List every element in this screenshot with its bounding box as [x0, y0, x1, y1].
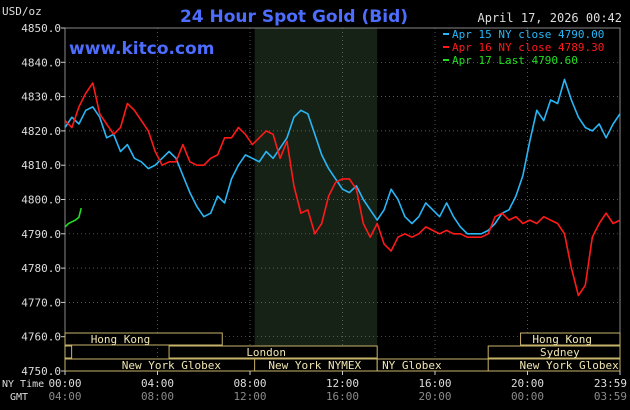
legend-entry: Apr 17 Last 4790.60: [452, 54, 578, 67]
gmt-tick: 12:00: [233, 390, 266, 403]
legend-entry: Apr 15 NY close 4790.00: [452, 28, 604, 41]
session-box: [64, 345, 73, 359]
session-label: Hong Kong: [91, 333, 151, 346]
series-line-2: [64, 207, 82, 228]
session-box: [520, 332, 621, 346]
session-box: [487, 358, 621, 372]
y-tick-label: 4820.0: [21, 125, 61, 138]
ny-time-tick: 20:00: [511, 377, 544, 390]
y-tick-label: 4760.0: [21, 331, 61, 344]
series-line-1: [64, 82, 621, 297]
y-tick-label: 4750.0: [21, 365, 61, 378]
y-tick-label: 4840.0: [21, 56, 61, 69]
gmt-label: GMT: [10, 392, 28, 403]
x-axis: NY TimeGMT00:0004:0004:0008:0008:0012:00…: [2, 371, 627, 403]
nymex-session-shade: [254, 28, 378, 371]
ny-time-tick: 08:00: [233, 377, 266, 390]
watermark: www.kitco.com: [69, 39, 214, 59]
y-tick-label: 4850.0: [21, 22, 61, 35]
ny-time-tick: 12:00: [326, 377, 359, 390]
gmt-tick: 03:59: [594, 390, 627, 403]
y-axis-unit-label: USD/oz: [2, 5, 42, 18]
session-box: [487, 345, 621, 359]
gmt-tick: 00:00: [511, 390, 544, 403]
session-label: Hong Kong: [532, 333, 592, 346]
gmt-tick: 08:00: [141, 390, 174, 403]
session-label: London: [246, 346, 286, 359]
legend-entry: Apr 16 NY close 4789.30: [452, 41, 604, 54]
ny-time-tick: 23:59: [594, 377, 627, 390]
ny-time-label: NY Time: [2, 379, 44, 390]
session-label: New York Globex: [519, 359, 619, 372]
market-sessions: Hong Kong London New York Globex New York N…: [64, 332, 621, 372]
session-box: [64, 332, 223, 346]
gmt-tick: 20:00: [418, 390, 451, 403]
session-label: New York Globex: [122, 359, 222, 372]
y-tick-label: 4830.0: [21, 91, 61, 104]
chart-title: 24 Hour Spot Gold (Bid): [180, 7, 408, 27]
price-series: [64, 78, 621, 297]
y-tick-label: 4770.0: [21, 296, 61, 309]
y-tick-label: 4780.0: [21, 262, 61, 275]
ny-time-tick: 16:00: [418, 377, 451, 390]
session-label: New York NYMEX: [268, 359, 361, 372]
session-label: NY Globex: [382, 359, 442, 372]
y-tick-label: 4800.0: [21, 194, 61, 207]
y-axis-ticks: 4850.0 4840.0 4830.0 4820.0 4810.0 4800.0 4790…: [21, 22, 65, 378]
series-line-0: [64, 78, 621, 235]
gmt-tick: 16:00: [326, 390, 359, 403]
gmt-tick: 04:00: [48, 390, 81, 403]
session-box: [168, 345, 378, 359]
y-tick-label: 4790.0: [21, 228, 61, 241]
ny-time-tick: 04:00: [141, 377, 174, 390]
timestamp: April 17, 2026 00:42: [478, 11, 623, 25]
ny-time-tick: 00:00: [48, 377, 81, 390]
session-label: Sydney: [540, 346, 580, 359]
y-tick-label: 4810.0: [21, 159, 61, 172]
